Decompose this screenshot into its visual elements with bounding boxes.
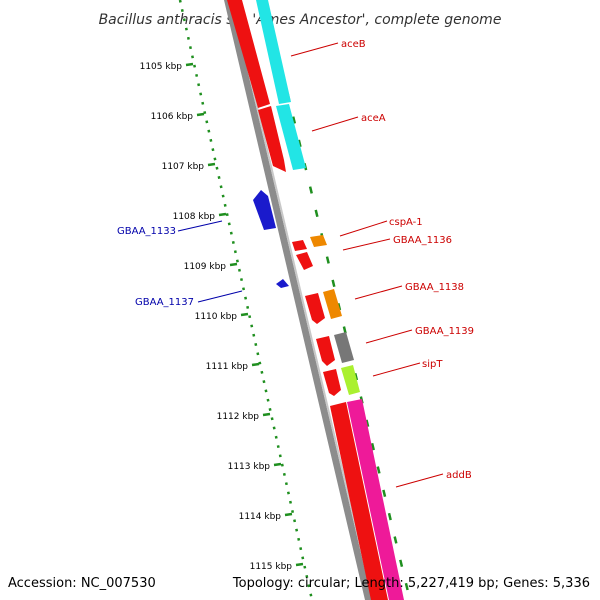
gene-label-gbaa1139: GBAA_1139 <box>415 326 474 337</box>
leader-cspa1 <box>339 220 388 237</box>
ruler-tick-label: 1111 kbp <box>206 362 249 372</box>
gene-label-gbaa1137: GBAA_1137 <box>135 297 194 308</box>
gene-arrow-acebprev <box>227 0 270 108</box>
gene-label-cspa1: cspA-1 <box>389 217 423 228</box>
gene-block-cspa1 <box>310 235 327 247</box>
ruler-tick-label: 1105 kbp <box>140 62 183 72</box>
ruler: 1105 kbp 1106 kbp 1107 kbp 1108 kbp 1109… <box>140 0 314 600</box>
topology-label: Topology: circular; Length: 5,227,419 bp… <box>232 576 590 591</box>
ruler-tick <box>218 212 227 217</box>
gene-label-leaders <box>177 42 444 488</box>
gene-block-acea-lower <box>276 104 306 170</box>
ruler-tick <box>262 412 271 417</box>
gene-label-gbaa1136: GBAA_1136 <box>393 235 452 246</box>
leader-gbaa1137 <box>197 290 243 303</box>
leader-sipt <box>372 362 421 377</box>
ruler-tick <box>229 262 238 267</box>
gene-arrow-gbaa1136 <box>296 252 313 270</box>
ruler-tick <box>207 162 216 167</box>
leader-addb <box>395 473 444 488</box>
leader-aceb <box>290 42 339 57</box>
ruler-tick-label: 1110 kbp <box>195 312 238 322</box>
ruler-tick-label: 1112 kbp <box>217 412 260 422</box>
backbone <box>224 0 374 600</box>
ruler-tick-label: 1107 kbp <box>162 162 205 172</box>
ruler-tick <box>273 462 282 467</box>
leader-gbaa1138 <box>354 285 403 300</box>
gene-label-gbaa1138: GBAA_1138 <box>405 282 464 293</box>
gene-arrow-cspa1 <box>292 240 307 251</box>
ruler-tick <box>251 362 260 367</box>
gene-label-sipt: sipT <box>422 359 443 370</box>
gene-label-addb: addB <box>446 470 472 481</box>
backbone-highlight <box>231 0 374 600</box>
gene-features <box>227 0 404 600</box>
gene-block-acea-upper <box>256 0 291 104</box>
ruler-tick <box>295 562 304 567</box>
ruler-tick-label: 1113 kbp <box>228 462 271 472</box>
gene-arrow-gbaa1137 <box>276 279 289 288</box>
gene-arrow-gbaa1139 <box>316 336 335 366</box>
ruler-tick-label: 1115 kbp <box>250 562 293 572</box>
ruler-labels: 1105 kbp 1106 kbp 1107 kbp 1108 kbp 1109… <box>140 62 293 572</box>
ruler-tick-label: 1114 kbp <box>239 512 282 522</box>
leader-gbaa1139 <box>365 329 413 344</box>
gene-block-sipt <box>341 365 360 395</box>
ruler-tick <box>240 312 249 317</box>
gene-arrow-sipt <box>323 369 341 396</box>
backbone-strand <box>224 0 372 600</box>
leader-gbaa1136 <box>342 238 391 251</box>
ruler-tick <box>185 62 194 67</box>
gene-arrow-gbaa1138 <box>305 293 325 324</box>
gene-block-gbaa1139 <box>334 332 354 363</box>
gene-arrow-acea <box>258 106 286 172</box>
ruler-ticks <box>185 62 304 567</box>
ruler-tick-label: 1108 kbp <box>173 212 216 222</box>
gene-label-acea: aceA <box>361 113 386 124</box>
ruler-tick <box>196 112 205 117</box>
gene-arrow-addb <box>330 402 388 600</box>
accession-label: Accession: NC_007530 <box>8 576 156 591</box>
gene-label-aceb: aceB <box>341 39 366 50</box>
leader-acea <box>311 116 359 132</box>
gene-labels: aceB aceA cspA-1 GBAA_1136 GBAA_1138 GBA… <box>117 39 474 481</box>
gene-arrow-gbaa1133 <box>253 190 276 230</box>
leader-gbaa1133 <box>177 220 223 232</box>
gene-block-gbaa1138 <box>323 289 342 319</box>
ruler-tick <box>284 512 293 517</box>
gene-block-addb <box>347 399 404 600</box>
ruler-tick-label: 1106 kbp <box>151 112 194 122</box>
genome-title: Bacillus anthracis str. 'Ames Ancestor',… <box>99 12 502 28</box>
ruler-tick-label: 1109 kbp <box>184 262 227 272</box>
gene-label-gbaa1133: GBAA_1133 <box>117 226 176 237</box>
